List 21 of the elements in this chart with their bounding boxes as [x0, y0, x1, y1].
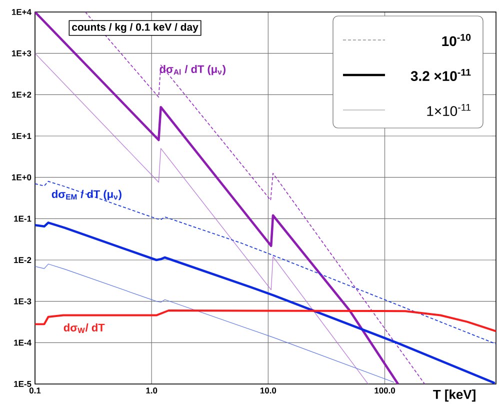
annotation: dσ$_{Al}$ / dT (μ$_{ν}$) [160, 64, 226, 76]
y-tick-label: 1E+3 [12, 50, 32, 56]
x-axis-title: T [keV] [433, 390, 476, 402]
annotation: 10$^{-10}$ [442, 34, 471, 46]
y-tick-label: 1E+2 [12, 92, 32, 98]
y-tick-label: 1E-1 [14, 216, 32, 222]
y-tick-label: 1E-3 [14, 298, 32, 304]
y-tick-label: 1E+1 [12, 133, 32, 139]
annotation: dσ$_{W}$/ dT [64, 323, 105, 333]
x-tick-label: 1.0 [146, 388, 158, 394]
annotation: counts / kg / 0.1 keV / day [72, 23, 198, 33]
y-tick-label: 1E+4 [12, 9, 32, 15]
x-tick-label: 10.0 [260, 388, 276, 394]
x-tick-label: 0.1 [29, 388, 41, 394]
annotation: 3.2 ×10$^{-11}$ [410, 68, 471, 82]
y-tick-label: 1E-2 [14, 257, 32, 263]
y-tick-label: 1E+0 [12, 174, 32, 180]
y-tick-label: 1E-4 [14, 340, 32, 346]
x-tick-label: 100.0 [374, 388, 396, 394]
y-tick-label: 1E-5 [14, 381, 32, 387]
annotation: 1×10$^{-11}$ [427, 104, 471, 116]
